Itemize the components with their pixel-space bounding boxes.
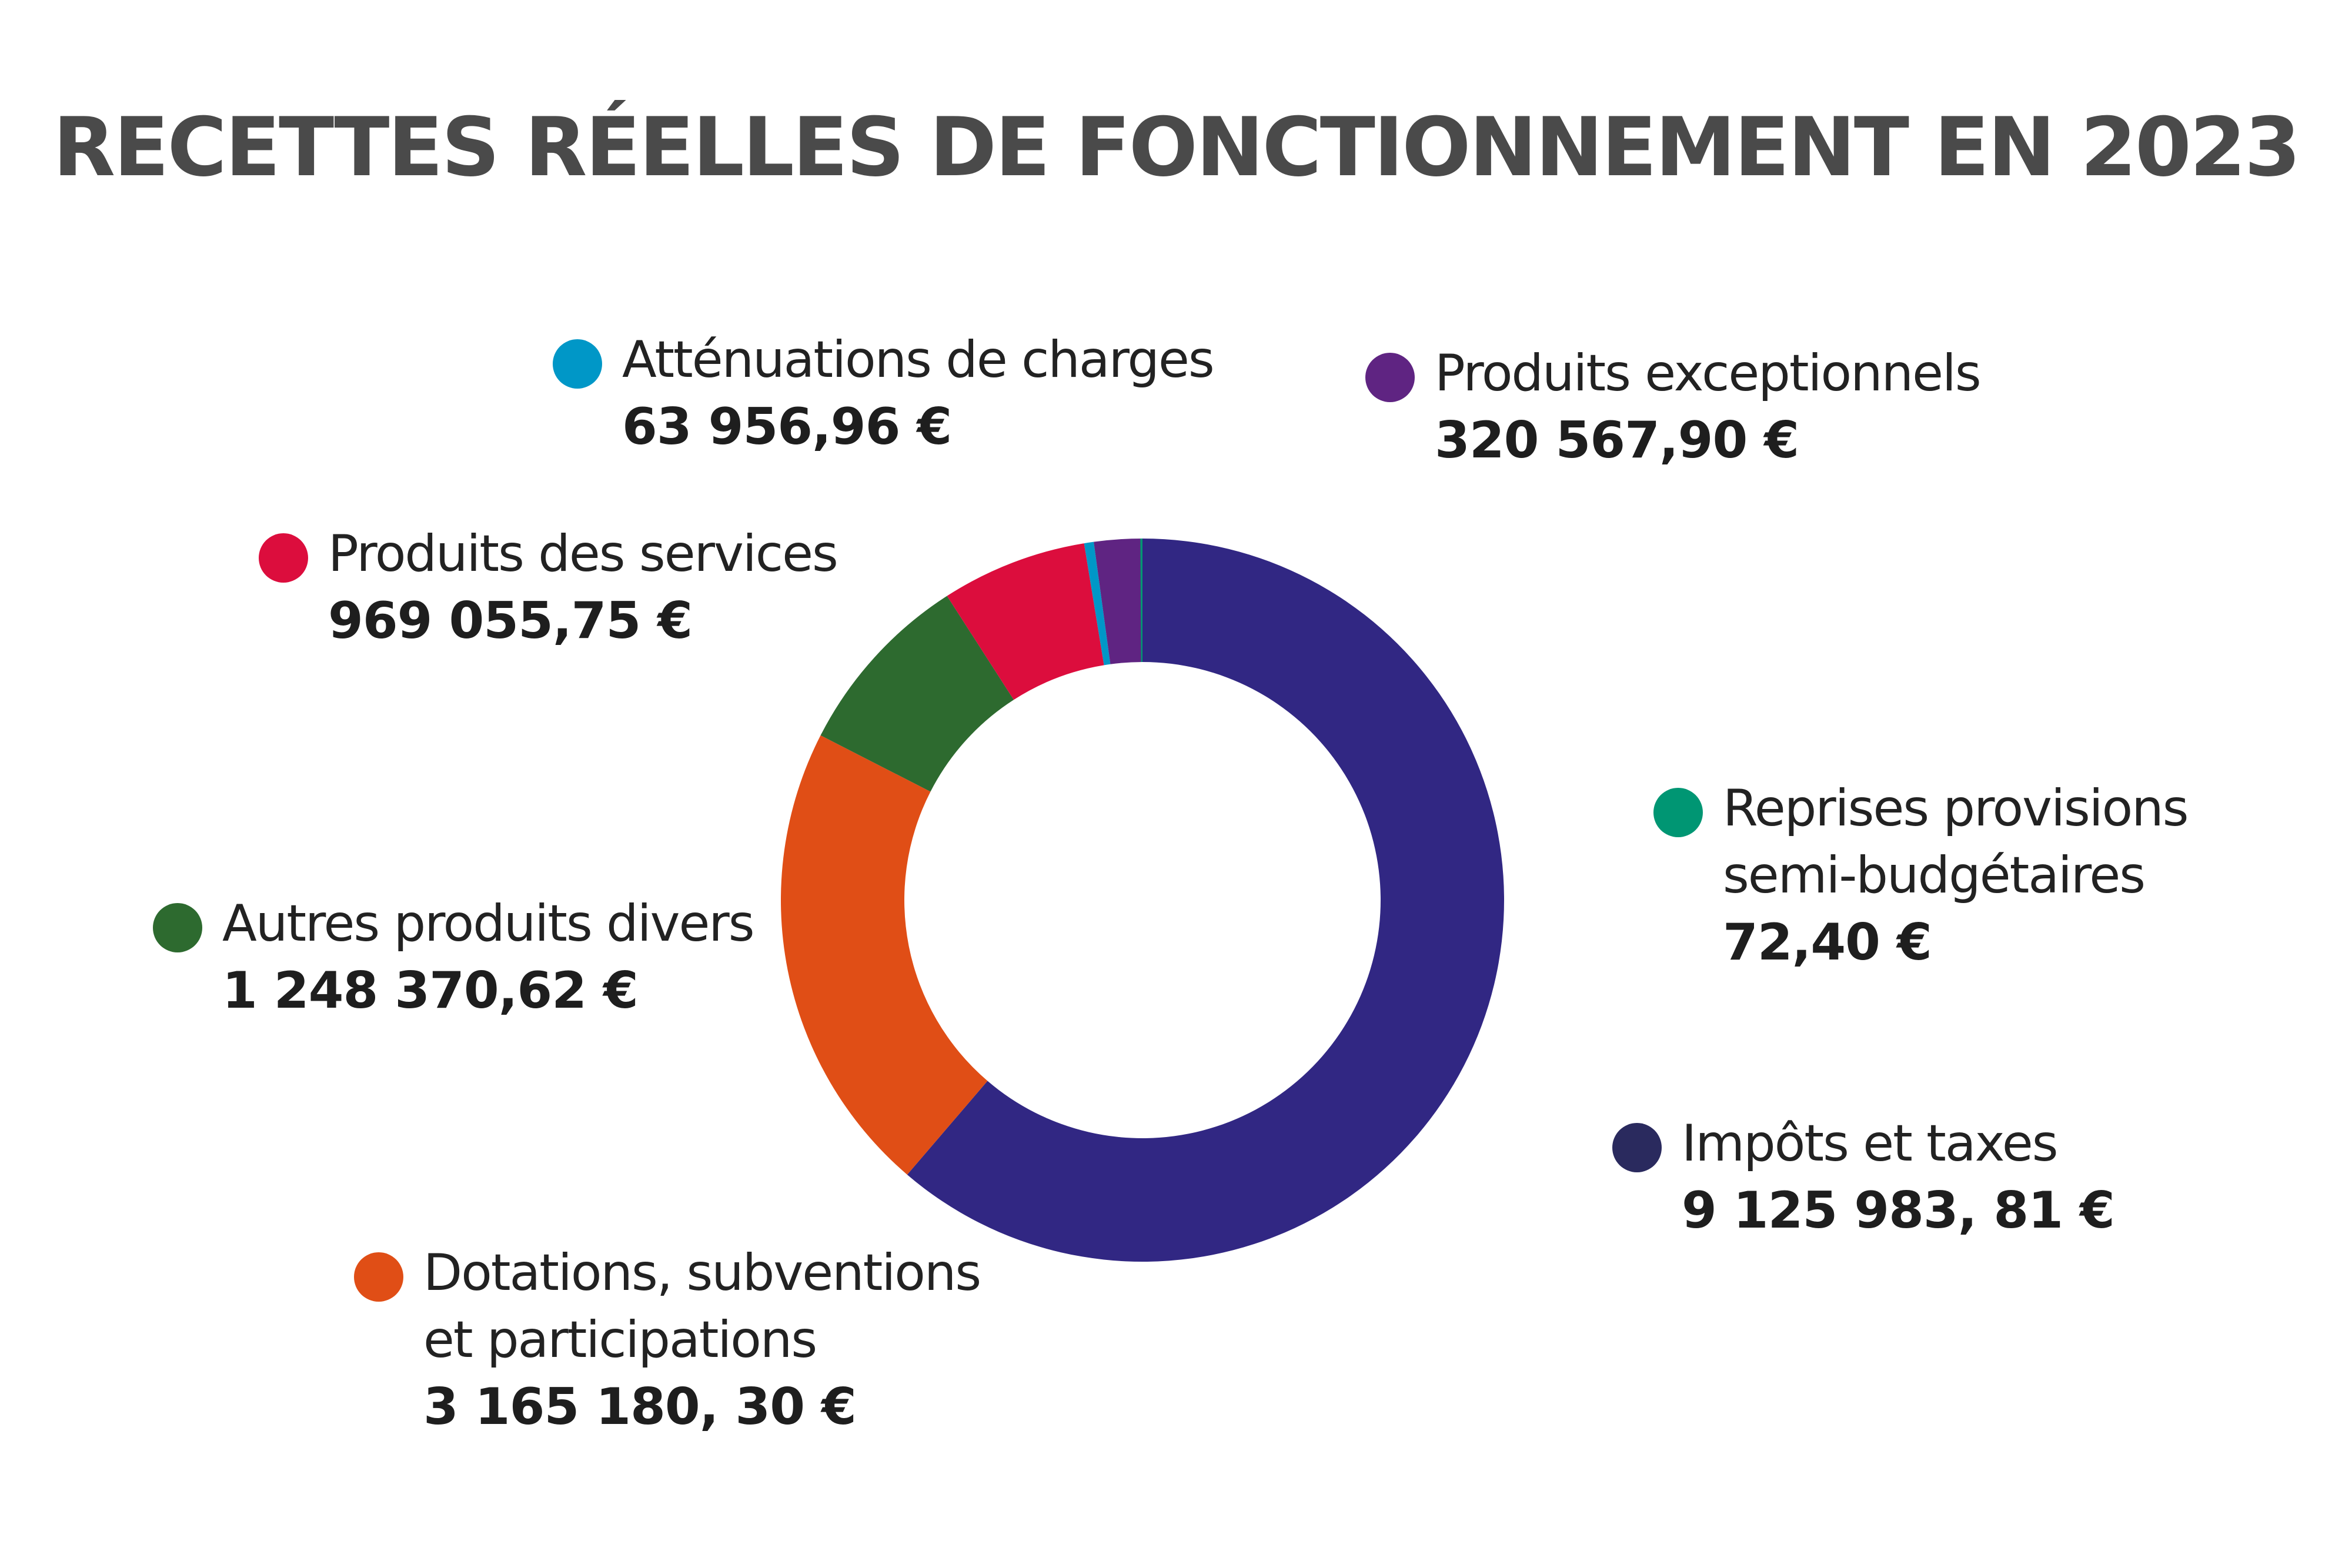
legend-label-autres: Autres produits divers (222, 894, 755, 953)
chart-title: RECETTES RÉELLES DE FONCTIONNEMENT EN 20… (52, 100, 2301, 195)
legend-dot-impots (1612, 1123, 1662, 1172)
donut-slice-dotations (781, 735, 988, 1175)
donut-slice-reprises (1140, 539, 1142, 663)
legend-item-impots: Impôts et taxes 9 125 983, 81 € (1612, 1110, 2115, 1244)
legend-label-exceptionnels: Produits exceptionnels (1435, 344, 1982, 403)
legend-dot-services (259, 533, 308, 583)
donut-slice-exceptionnels (1094, 539, 1142, 664)
legend-item-autres: Autres produits divers 1 248 370,62 € (153, 890, 755, 1024)
legend-label-attenuations: Atténuations de charges (622, 330, 1215, 389)
legend-item-reprises: Reprises provisions semi-budgétaires 72,… (1653, 775, 2189, 976)
legend-dot-exceptionnels (1365, 353, 1415, 402)
legend-dot-reprises (1653, 788, 1703, 837)
donut-slice-attenuations (1084, 541, 1111, 666)
legend-label-impots: Impôts et taxes (1682, 1114, 2059, 1173)
legend-label-dotations-line2: et participations (423, 1310, 817, 1369)
donut-slice-autres (820, 596, 1014, 792)
legend-label-dotations-line1: Dotations, subventions (423, 1243, 981, 1302)
donut-slice-impots (907, 539, 1505, 1262)
legend-value-dotations: 3 165 180, 30 € (423, 1378, 857, 1436)
legend-value-autres: 1 248 370,62 € (222, 961, 639, 1020)
legend-item-attenuations: Atténuations de charges 63 956,96 € (553, 326, 1215, 460)
legend-value-services: 969 055,75 € (328, 591, 693, 650)
legend-label-reprises-line2: semi-budgétaires (1723, 846, 2146, 905)
legend-value-reprises: 72,40 € (1723, 913, 1932, 972)
legend-item-exceptionnels: Produits exceptionnels 320 567,90 € (1365, 340, 1982, 474)
legend-label-reprises-line1: Reprises provisions (1723, 779, 2189, 838)
legend-label-services: Produits des services (328, 524, 838, 583)
legend-dot-attenuations (553, 339, 602, 389)
donut-slice-services (947, 543, 1104, 700)
legend-dot-dotations (354, 1252, 403, 1302)
legend-value-impots: 9 125 983, 81 € (1682, 1181, 2115, 1240)
legend-value-attenuations: 63 956,96 € (622, 397, 952, 456)
legend-item-dotations: Dotations, subventions et participations… (354, 1239, 981, 1440)
legend-dot-autres (153, 903, 202, 952)
legend-item-services: Produits des services 969 055,75 € (259, 520, 838, 654)
legend-value-exceptionnels: 320 567,90 € (1435, 411, 1799, 470)
